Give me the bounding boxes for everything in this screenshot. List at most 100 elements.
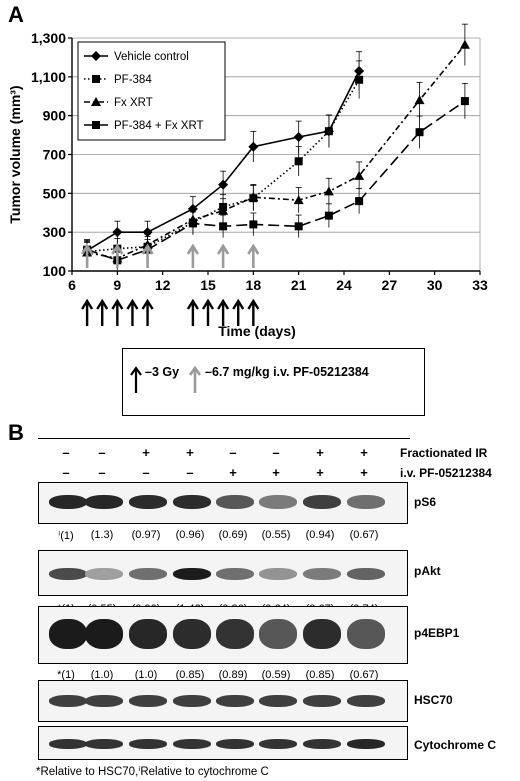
blot-quantification: (1.0)	[90, 669, 114, 681]
blot-quantification: (1.3)	[90, 529, 114, 541]
y-tick-label: 1,100	[31, 69, 66, 85]
blot-band	[85, 739, 123, 749]
blot-quantification: (1.0)	[134, 669, 158, 681]
tumor-volume-chart: 100 300 500 700 900 1,100 1,300 6 9 12 15 18 21 24 27…	[7, 23, 488, 339]
blot-quantification: (0.69)	[218, 529, 248, 541]
data-point	[248, 192, 259, 202]
data-point	[293, 195, 304, 205]
drug-dose-arrow	[111, 243, 124, 268]
treatment-row-label: Fractionated IR	[400, 446, 488, 460]
blot-quantification: (0.59)	[261, 669, 291, 681]
data-point	[355, 75, 364, 84]
legend-entry: PF-384 + Fx XRT	[84, 120, 204, 132]
blot-label: HSC70	[414, 693, 453, 707]
drug-key-label: –6.7 mg/kg i.v. PF-05212384	[205, 365, 369, 379]
data-point	[460, 97, 469, 106]
blot-quantification: (0.55)	[261, 529, 291, 541]
data-point	[324, 127, 333, 136]
blot-band	[49, 495, 87, 509]
data-point	[354, 170, 365, 180]
dose-markers	[81, 243, 260, 326]
data-point	[294, 222, 303, 231]
radiation-key-label: –3 Gy	[145, 365, 180, 379]
y-tick-label: 300	[43, 224, 67, 240]
blot-band	[216, 495, 254, 509]
legend-marker	[92, 75, 100, 83]
drug-dose-arrow	[81, 243, 94, 268]
y-tick-label: 900	[43, 108, 67, 124]
legend-entry: Fx XRT	[84, 97, 153, 109]
radiation-dose-arrow	[232, 298, 245, 326]
data-point	[248, 141, 259, 152]
blot-band	[173, 695, 211, 707]
x-tick-label: 24	[336, 277, 352, 293]
blot-label: pAkt	[414, 564, 441, 578]
blot-band	[129, 739, 167, 749]
legend-marker	[91, 97, 101, 106]
radiation-dose-arrow	[81, 298, 94, 326]
treatment-sign: +	[272, 465, 280, 480]
dose-key-box: –3 Gy –6.7 mg/kg i.v. PF-05212384	[122, 348, 425, 416]
blot-band	[303, 619, 341, 649]
legend-marker	[91, 51, 101, 61]
blot-cytochrome-c	[38, 726, 408, 760]
radiation-dose-arrow	[141, 298, 154, 326]
blot-quantification: (0.94)	[305, 529, 335, 541]
data-point	[294, 157, 303, 166]
radiation-dose-arrow	[96, 298, 109, 326]
blot-band	[129, 695, 167, 707]
data-point	[415, 128, 424, 137]
treatment-sign: +	[229, 465, 237, 480]
radiation-dose-arrow	[111, 298, 124, 326]
chart-legend: Vehicle control PF-384 Fx XRT PF-384 + Fx X…	[77, 41, 226, 141]
legend-box	[77, 41, 226, 141]
data-point	[323, 186, 334, 196]
data-point	[324, 211, 333, 220]
blot-pakt	[38, 550, 408, 596]
x-tick-labels: 6 9 12 15 18 21 24 27 30 33	[68, 271, 488, 293]
treatment-sign: –	[62, 445, 70, 460]
blot-quantification: (0.85)	[175, 669, 205, 681]
blot-band	[129, 568, 167, 580]
treatment-sign: +	[316, 465, 324, 480]
y-axis-label: Tumor volume (mm³)	[7, 85, 23, 223]
blot-band	[216, 619, 254, 649]
drug-arrow-icon	[188, 365, 202, 393]
blot-p4ebp1	[38, 606, 408, 664]
blot-band	[173, 739, 211, 749]
blot-band	[259, 568, 297, 580]
blot-band	[216, 568, 254, 580]
treatment-sign: –	[62, 465, 70, 480]
blot-band	[259, 739, 297, 749]
blot-band	[49, 568, 87, 580]
y-tick-label: 100	[43, 263, 67, 279]
x-tick-label: 18	[246, 277, 262, 293]
blot-band	[49, 619, 87, 649]
x-tick-label: 15	[200, 277, 216, 293]
blot-band	[85, 568, 123, 580]
blot-band	[49, 739, 87, 749]
blot-band	[216, 739, 254, 749]
blot-band	[347, 739, 385, 749]
blot-band	[347, 695, 385, 707]
blot-band	[259, 619, 297, 649]
legend-entry: Vehicle control	[84, 51, 189, 63]
legend-label: PF-384	[114, 74, 152, 86]
series-line	[87, 79, 360, 253]
blot-band	[85, 619, 123, 649]
treatment-sign: –	[229, 445, 237, 460]
blot-band	[49, 695, 87, 707]
legend-label: PF-384 + Fx XRT	[114, 120, 204, 132]
x-tick-label: 12	[155, 277, 171, 293]
treatment-sign: –	[98, 445, 106, 460]
data-point	[112, 227, 123, 238]
x-tick-label: 30	[427, 277, 443, 293]
radiation-dose-arrow	[217, 298, 230, 326]
blot-hsc70	[38, 680, 408, 722]
blot-band	[129, 495, 167, 509]
x-tick-label: 6	[68, 277, 76, 293]
legend-label: Vehicle control	[114, 51, 189, 63]
data-point	[249, 220, 258, 229]
blot-band	[129, 619, 167, 649]
blot-band	[303, 695, 341, 707]
